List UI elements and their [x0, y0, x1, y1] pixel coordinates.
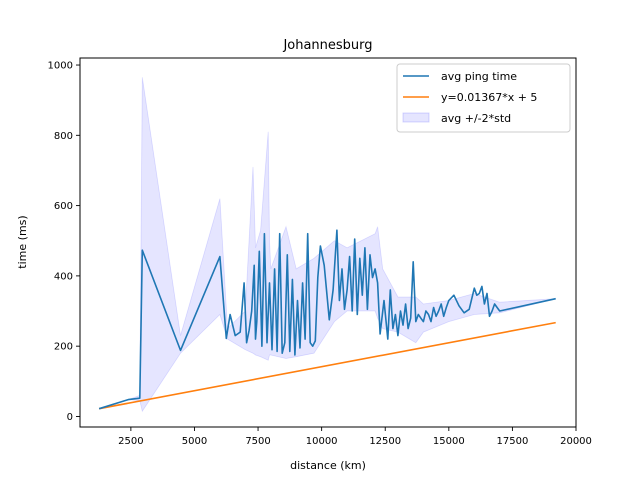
- y-tick-label: 0: [67, 412, 73, 423]
- legend-label-std-band: avg +/-2*std: [441, 112, 511, 125]
- x-tick-label: 5000: [182, 436, 207, 447]
- axes-frame: [79, 57, 577, 428]
- x-tick-label: 10000: [306, 436, 338, 447]
- x-tick-label: 20000: [560, 436, 592, 447]
- y-axis: 0 200 400 600 800 1000: [48, 61, 80, 423]
- y-tick-label: 600: [54, 201, 73, 212]
- x-tick-label: 17500: [497, 436, 529, 447]
- series-line-avg-ping: [98, 229, 556, 410]
- x-tick-label: 12500: [369, 436, 401, 447]
- x-tick-label: 7500: [245, 436, 270, 447]
- x-axis: 2500 5000 7500 10000 12500 15000 17500 20000: [118, 427, 592, 447]
- y-tick-label: 200: [54, 342, 73, 353]
- y-tick-label: 800: [54, 131, 73, 142]
- y-axis-label: time (ms): [16, 215, 29, 268]
- legend: avg ping time y=0.01367*x + 5 avg +/-2*s…: [396, 63, 571, 133]
- legend-label-fit-line: y=0.01367*x + 5: [441, 91, 537, 104]
- legend-label-avg-ping: avg ping time: [441, 70, 517, 83]
- plot-area: [98, 77, 556, 413]
- series-line-fit: [98, 321, 556, 410]
- y-tick-label: 1000: [48, 61, 73, 72]
- legend-box: [396, 63, 571, 133]
- chart-title: Johannesburg: [282, 38, 372, 53]
- x-tick-label: 15000: [433, 436, 465, 447]
- x-tick-label: 2500: [118, 436, 143, 447]
- y-tick-label: 400: [54, 271, 73, 282]
- legend-swatch-std-band: [402, 112, 430, 123]
- x-axis-label: distance (km): [290, 459, 366, 472]
